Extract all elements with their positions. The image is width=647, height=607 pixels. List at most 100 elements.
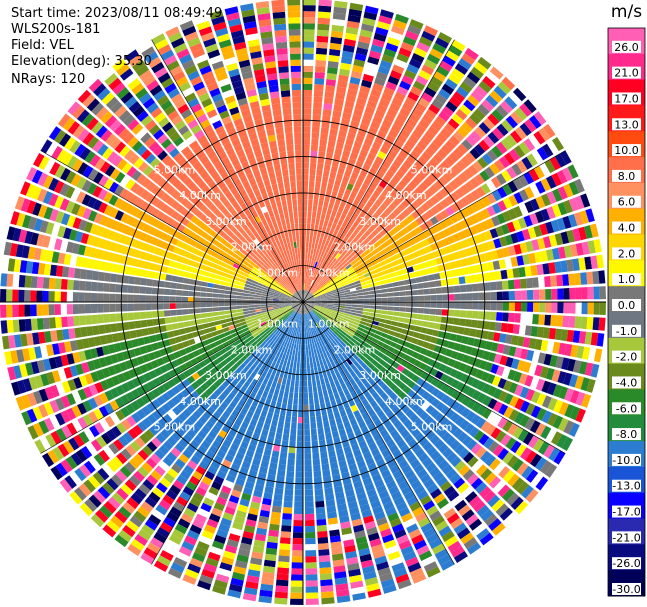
- gate-cell: [255, 311, 262, 315]
- gate-cell: [315, 329, 320, 336]
- gate-cell: [213, 502, 225, 512]
- gate-cell: [121, 245, 130, 255]
- gate-cell: [54, 164, 66, 179]
- gate-cell: [476, 380, 486, 392]
- gate-cell: [285, 305, 292, 308]
- gate-cell: [169, 484, 181, 496]
- gate-cell: [323, 103, 333, 111]
- gate-cell: [11, 381, 21, 396]
- gate-cell: [382, 140, 393, 149]
- gate-cell: [498, 466, 511, 479]
- gate-cell: [300, 314, 302, 321]
- gate-cell: [317, 243, 322, 250]
- gate-cell: [332, 553, 344, 561]
- gate-cell: [418, 437, 429, 447]
- gate-cell: [484, 472, 497, 485]
- gate-cell: [204, 435, 214, 445]
- gate-cell: [25, 362, 34, 376]
- gate-cell: [454, 302, 461, 309]
- gate-cell: [67, 279, 74, 290]
- gate-cell: [489, 163, 500, 175]
- gate-cell: [318, 310, 325, 314]
- gate-cell: [254, 373, 261, 381]
- gate-cell: [171, 395, 181, 405]
- gate-cell: [45, 250, 54, 263]
- gate-cell: [345, 393, 353, 402]
- gate-cell: [476, 504, 490, 517]
- gate-cell: [324, 395, 330, 403]
- gate-cell: [276, 426, 284, 434]
- gate-cell: [335, 491, 345, 500]
- gate-cell: [354, 350, 362, 358]
- gate-cell: [305, 562, 317, 569]
- gate-cell: [117, 332, 126, 342]
- gate-cell: [283, 359, 288, 367]
- gate-cell: [363, 515, 375, 524]
- gate-cell: [337, 273, 344, 279]
- gate-cell: [259, 435, 267, 443]
- gate-cell: [470, 189, 481, 201]
- gate-cell: [30, 361, 40, 375]
- gate-cell: [445, 270, 453, 278]
- gate-cell: [119, 341, 128, 351]
- gate-cell: [65, 241, 75, 253]
- gate-cell: [500, 322, 508, 333]
- gate-cell: [284, 313, 290, 319]
- gate-cell: [359, 320, 367, 326]
- gate-cell: [340, 383, 347, 391]
- gate-cell: [260, 298, 267, 301]
- gate-cell: [289, 440, 296, 448]
- gate-cell: [461, 407, 471, 418]
- gate-cell: [550, 315, 558, 327]
- gate-cell: [345, 306, 352, 310]
- gate-cell: [335, 417, 343, 425]
- gate-cell: [103, 191, 113, 203]
- gate-cell: [121, 303, 128, 312]
- gate-cell: [262, 390, 269, 399]
- gate-cell: [369, 294, 376, 298]
- gate-cell: [544, 276, 551, 287]
- gate-cell: [285, 483, 294, 490]
- gate-cell: [461, 336, 469, 345]
- gate-cell: [399, 164, 409, 174]
- gate-cell: [213, 388, 222, 397]
- gate-cell: [78, 350, 87, 362]
- gate-cell: [320, 304, 327, 307]
- gate-cell: [176, 255, 184, 263]
- gate-cell: [192, 470, 203, 481]
- gate-cell: [268, 289, 275, 293]
- gate-cell: [118, 234, 127, 244]
- gate-cell: [460, 532, 474, 545]
- gate-cell: [350, 309, 357, 313]
- gate-cell: [269, 387, 275, 395]
- gate-cell: [284, 300, 291, 302]
- gate-cell: [306, 319, 310, 326]
- gate-cell: [484, 341, 493, 351]
- gate-cell: [348, 349, 355, 356]
- gate-cell: [406, 214, 415, 223]
- gate-cell: [306, 259, 310, 266]
- gate-cell: [278, 390, 285, 397]
- gate-cell: [317, 537, 329, 544]
- gate-cell: [274, 329, 281, 335]
- gate-cell: [316, 341, 321, 348]
- gate-cell: [226, 539, 239, 548]
- gate-cell: [485, 218, 495, 229]
- gate-cell: [311, 373, 316, 381]
- gate-cell: [303, 41, 315, 48]
- gate-cell: [339, 297, 346, 300]
- gate-cell: [499, 236, 508, 247]
- gate-cell: [107, 365, 117, 376]
- gate-cell: [351, 423, 360, 432]
- gate-cell: [315, 373, 320, 380]
- gate-cell: [458, 318, 466, 327]
- gate-cell: [318, 372, 324, 379]
- gate-cell: [57, 443, 70, 458]
- gate-cell: [278, 316, 285, 322]
- gate-cell: [329, 419, 336, 427]
- gate-cell: [79, 502, 93, 517]
- gate-cell: [235, 326, 243, 332]
- gate-cell: [516, 230, 525, 242]
- gate-cell: [355, 341, 362, 348]
- gate-cell: [420, 192, 430, 202]
